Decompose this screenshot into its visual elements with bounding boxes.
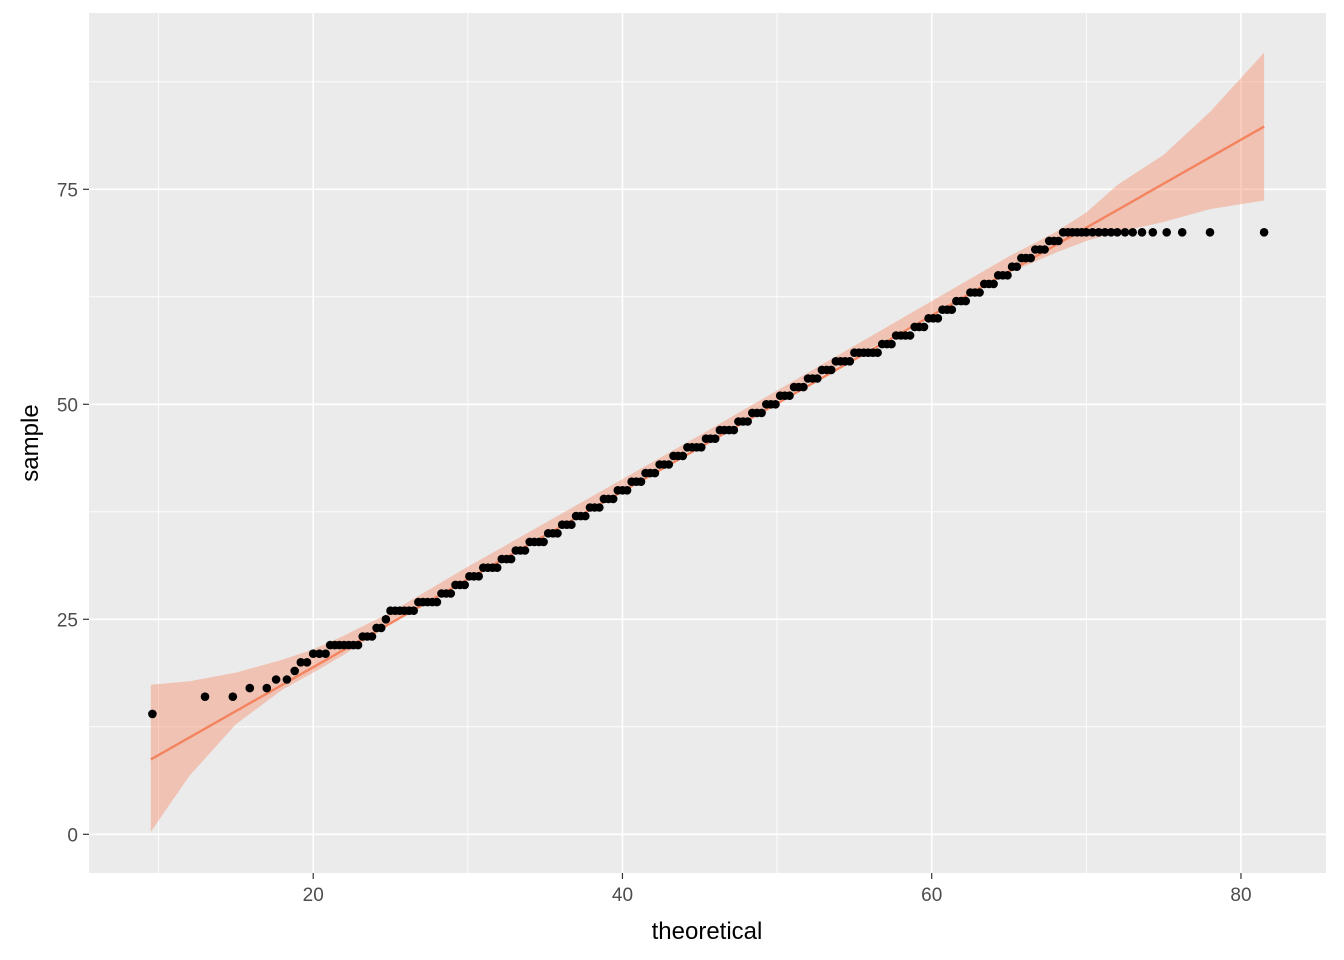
data-point [262,683,272,693]
data-point [271,675,281,684]
data-point [1128,228,1137,237]
y-axis-title: sample [17,404,44,481]
data-point [650,468,660,478]
data-point [245,683,255,693]
data-point [315,649,324,658]
data-point [228,692,238,701]
data-point [729,425,739,435]
x-tick-label: 80 [1230,885,1251,906]
data-point [1012,262,1022,272]
data-point [1003,271,1012,280]
data-point [757,408,766,418]
data-point [567,520,576,529]
data-point [961,296,970,306]
data-point [785,391,794,401]
data-point [353,640,363,650]
y-tick-label: 75 [57,180,78,201]
data-point [200,692,210,701]
data-point [710,434,720,444]
data-point [290,666,300,676]
data-point [636,477,646,487]
x-tick-label: 60 [921,885,942,906]
data-point [845,357,855,366]
data-point [148,709,157,719]
data-point [296,658,306,667]
data-point [432,597,442,607]
data-point [1054,236,1063,246]
data-point [608,494,618,504]
data-point [308,649,318,658]
data-point [1120,228,1130,237]
data-point [771,400,780,409]
x-axis-ticks: 20 40 60 80 [303,873,1252,906]
data-point [302,658,312,667]
data-point [697,443,706,452]
data-points [148,228,1269,719]
data-point [1088,228,1097,237]
data-point [520,546,530,555]
data-point [799,382,808,392]
x-tick-label: 20 [303,885,324,906]
data-point [595,503,604,512]
data-point [282,675,292,684]
y-tick-label: 25 [57,610,78,631]
data-point [989,279,998,289]
data-point [474,572,484,581]
data-point [367,632,377,641]
data-point [553,529,562,538]
data-point [321,649,330,658]
data-point [506,554,516,564]
data-point [581,511,590,521]
data-point [905,331,915,340]
data-point [1148,228,1158,237]
data-point [1259,228,1269,237]
data-point [743,417,752,426]
minor-gridlines [89,13,1326,873]
data-point [1162,228,1171,237]
data-point [1137,228,1147,237]
y-axis-ticks: 0 25 50 75 [57,180,89,846]
data-point [460,580,470,590]
y-tick-label: 50 [57,395,78,416]
data-point [492,563,502,572]
data-point [1205,228,1215,237]
data-point [933,314,943,323]
data-point [873,348,882,358]
data-point [1113,228,1122,237]
x-axis-title: theoretical [652,918,763,945]
data-point [409,606,419,615]
x-tick-label: 40 [612,885,633,906]
data-point [381,615,391,624]
data-point [539,537,548,547]
data-point [947,305,957,315]
data-point [1177,228,1187,237]
data-point [887,339,896,349]
data-point [919,322,929,332]
major-gridlines [89,13,1326,873]
data-point [1106,228,1116,237]
data-point [678,451,688,461]
data-point [1026,253,1035,263]
data-point [813,374,822,383]
data-point [622,486,632,495]
data-point [1100,228,1110,237]
data-point [376,623,386,633]
data-point [826,365,836,375]
data-point [1082,228,1091,237]
data-point [446,589,456,598]
data-point [975,288,984,297]
data-point [1040,245,1049,254]
data-point [1094,228,1103,237]
y-tick-label: 0 [67,825,78,846]
data-point [664,460,674,469]
